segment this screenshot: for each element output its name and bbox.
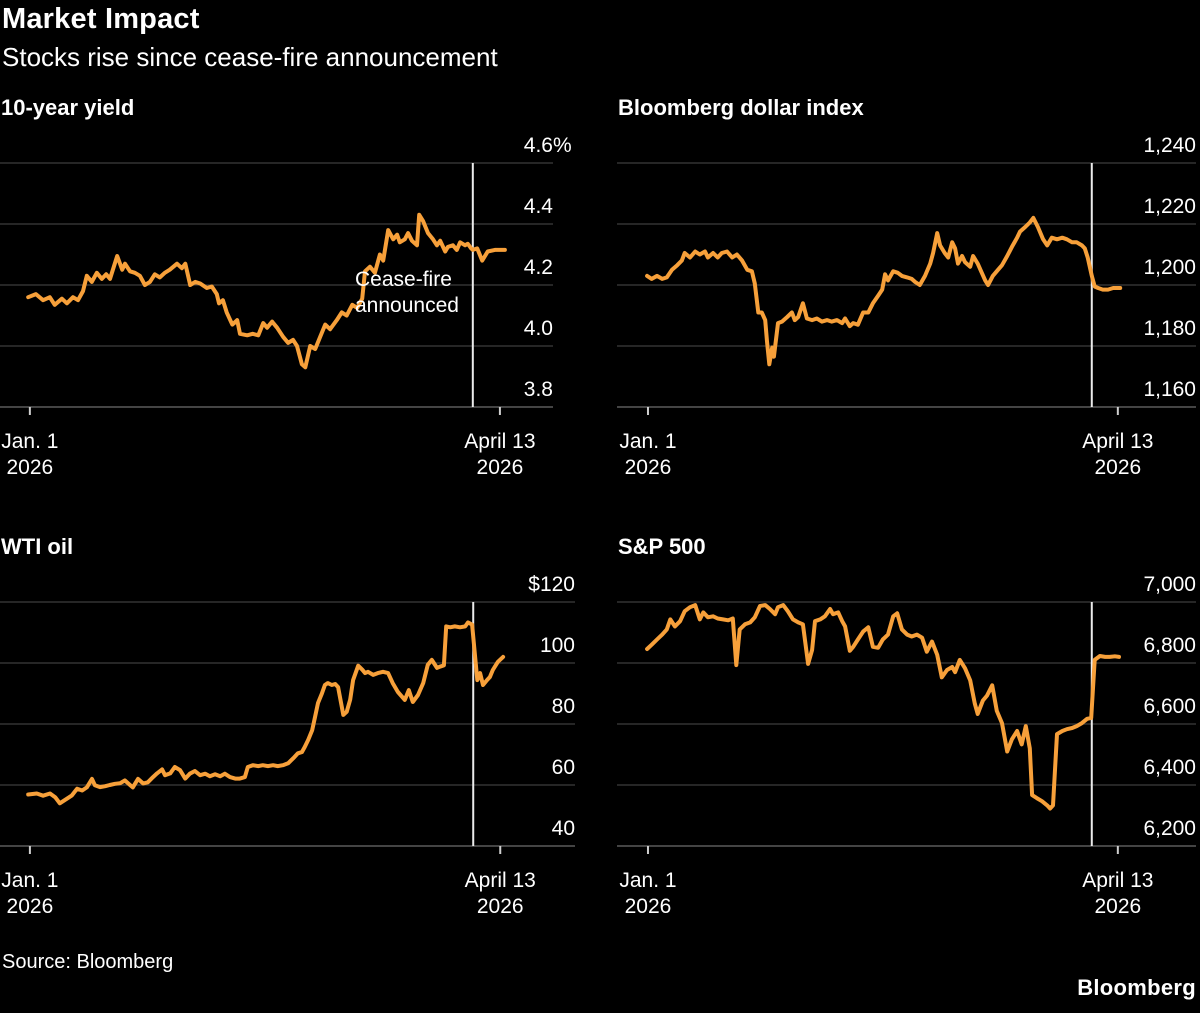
series-line xyxy=(645,215,1123,367)
y-axis-label: 1,200 xyxy=(1143,256,1196,279)
x-axis-label-line: April 13 xyxy=(1082,869,1154,892)
x-axis-label-start: Jan. 1 2026 xyxy=(619,868,676,920)
event-annotation-line2: announced xyxy=(355,294,459,317)
y-axis-label: 1,180 xyxy=(1143,317,1196,340)
x-axis-label-line: 2026 xyxy=(624,456,672,479)
x-axis-label-end: April 13 2026 xyxy=(1082,429,1153,481)
chart-panel-dollar-index: Bloomberg dollar index 1,240 1,220 1,200 1,… xyxy=(617,95,1196,479)
x-axis-label-line: April 13 xyxy=(1082,430,1154,453)
x-axis-label-start: Jan. 1 2026 xyxy=(1,429,58,481)
y-axis-label-prefix: $ xyxy=(528,573,540,596)
x-axis-label-start: Jan. 1 2026 xyxy=(619,429,676,481)
x-axis-label-line: Jan. 1 xyxy=(1,869,59,892)
x-axis-label-line: Jan. 1 xyxy=(619,869,677,892)
x-axis-label-line: 2026 xyxy=(1094,895,1142,918)
y-axis-label: 4.0 xyxy=(523,317,553,340)
x-axis-label-end: April 13 2026 xyxy=(464,429,535,481)
y-axis-label: 6,600 xyxy=(1143,695,1196,718)
y-axis-label: 4.6% xyxy=(523,134,572,157)
event-annotation-line1: Cease-fire xyxy=(355,268,452,291)
y-axis-label: 1,220 xyxy=(1143,195,1196,218)
chart-canvas xyxy=(617,601,1196,854)
page-title: Market Impact xyxy=(2,3,200,35)
x-axis-label-line: 2026 xyxy=(6,456,54,479)
x-axis-label-line: 2026 xyxy=(1094,456,1142,479)
x-axis-label-line: 2026 xyxy=(6,895,54,918)
x-axis-label-end: April 13 2026 xyxy=(465,868,536,920)
y-axis-label: 1,160 xyxy=(1143,378,1196,401)
chart-title: WTI oil xyxy=(1,534,74,559)
x-axis-label-line: April 13 xyxy=(464,430,536,453)
series-line xyxy=(645,603,1121,811)
plot-area: 4.6% 4.4 4.2 4.0 3.8 xyxy=(0,135,572,415)
y-axis-label: 6,400 xyxy=(1143,756,1196,779)
y-axis-label: 4.4 xyxy=(523,195,553,218)
y-axis-label: 6,200 xyxy=(1143,817,1196,840)
x-axis-label-line: 2026 xyxy=(476,456,524,479)
y-axis-label: 3.8 xyxy=(523,378,553,401)
chart-panel-sp500: S&P 500 7,000 6,800 6,600 6,400 6,200 Jan. 1… xyxy=(617,534,1196,918)
series-line xyxy=(26,212,507,370)
x-axis-label-line: 2026 xyxy=(624,895,672,918)
bloomberg-logo: Bloomberg xyxy=(1077,975,1196,1000)
chart-panel-10-year-yield: 10-year yield 4.6% 4.4 4.2 4.0 3.8 Cease-fir… xyxy=(0,95,572,479)
x-axis-label-start: Jan. 1 2026 xyxy=(1,868,58,920)
x-axis-label-line: Jan. 1 xyxy=(1,430,59,453)
source-credit: Source: Bloomberg xyxy=(2,951,174,973)
y-axis-label: 100 xyxy=(539,634,575,657)
plot-area: $120 100 80 60 40 xyxy=(0,574,575,854)
plot-area: 7,000 6,800 6,600 6,400 6,200 xyxy=(617,574,1196,854)
chart-title: 10-year yield xyxy=(1,95,135,120)
x-axis-label-line: 2026 xyxy=(476,895,524,918)
y-axis-label: 7,000 xyxy=(1143,573,1196,596)
y-axis-label: 80 xyxy=(551,695,575,718)
chart-canvas xyxy=(617,162,1196,415)
y-axis-label: 60 xyxy=(551,756,575,779)
y-axis-label-suffix: % xyxy=(553,134,572,157)
chart-panel-wti-oil: WTI oil $120 100 80 60 40 Jan. 1 2026 April … xyxy=(0,534,575,918)
chart-canvas xyxy=(0,601,575,854)
chart-title: S&P 500 xyxy=(618,534,706,559)
y-axis-label: 40 xyxy=(551,817,575,840)
series-line xyxy=(26,620,506,806)
chart-title: Bloomberg dollar index xyxy=(618,95,864,120)
plot-area: 1,240 1,220 1,200 1,180 1,160 xyxy=(617,135,1196,415)
y-axis-label: $120 xyxy=(528,573,575,596)
y-axis-label: 4.2 xyxy=(523,256,553,279)
x-axis-label-line: Jan. 1 xyxy=(619,430,677,453)
x-axis-label-line: April 13 xyxy=(464,869,536,892)
x-axis-label-end: April 13 2026 xyxy=(1082,868,1153,920)
page-subtitle: Stocks rise since cease-fire announcemen… xyxy=(2,42,498,72)
chart-canvas xyxy=(0,162,553,415)
event-annotation: Cease-fire announced xyxy=(355,267,459,319)
y-axis-label: 6,800 xyxy=(1143,634,1196,657)
y-axis-label: 1,240 xyxy=(1143,134,1196,157)
